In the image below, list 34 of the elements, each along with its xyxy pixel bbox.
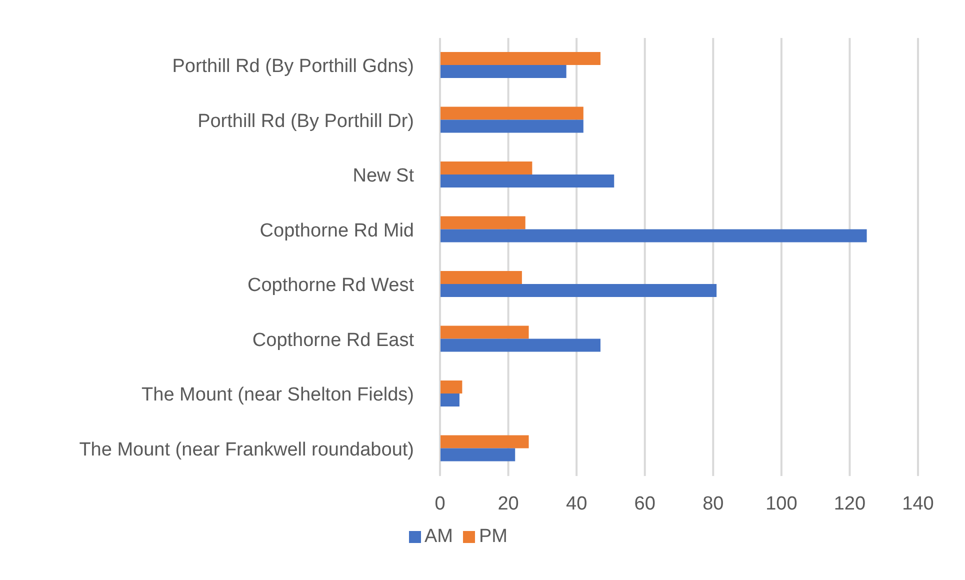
x-tick-label: 20 bbox=[498, 493, 519, 514]
bar bbox=[440, 271, 522, 284]
x-tick-label: 120 bbox=[834, 493, 866, 514]
x-tick-label: 80 bbox=[702, 493, 724, 514]
y-tick-label: The Mount (near Frankwell roundabout) bbox=[79, 439, 414, 460]
x-tick-label: 0 bbox=[434, 493, 446, 514]
bar bbox=[440, 380, 462, 394]
bar bbox=[440, 326, 529, 339]
bar bbox=[440, 106, 584, 120]
legend-label: PM bbox=[479, 526, 508, 547]
bar bbox=[440, 120, 584, 133]
x-tick-label: 140 bbox=[902, 493, 934, 514]
y-tick-label: Copthorne Rd East bbox=[252, 330, 415, 351]
bar bbox=[440, 435, 529, 448]
y-tick-label: Copthorne Rd West bbox=[247, 275, 415, 296]
bar bbox=[440, 448, 516, 462]
x-tick-label: 40 bbox=[566, 493, 588, 514]
y-tick-label: The Mount (near Shelton Fields) bbox=[142, 384, 414, 406]
bar bbox=[440, 174, 614, 188]
bar bbox=[440, 65, 566, 78]
bar bbox=[440, 162, 532, 174]
bar bbox=[440, 229, 867, 242]
y-tick-label: Copthorne Rd Mid bbox=[260, 220, 414, 242]
bar bbox=[440, 216, 526, 230]
x-tick-label: 60 bbox=[634, 493, 656, 514]
bar bbox=[440, 52, 600, 65]
y-tick-label: Porthill Rd (By Porthill Gdns) bbox=[172, 56, 414, 78]
legend-label: AM bbox=[424, 526, 453, 547]
x-tick-label: 100 bbox=[766, 493, 798, 514]
y-tick-label: Porthill Rd (By Porthill Dr) bbox=[198, 110, 414, 132]
y-tick-label: New St bbox=[352, 166, 415, 187]
bar bbox=[440, 284, 717, 297]
bar bbox=[440, 394, 460, 406]
bar bbox=[440, 338, 600, 352]
